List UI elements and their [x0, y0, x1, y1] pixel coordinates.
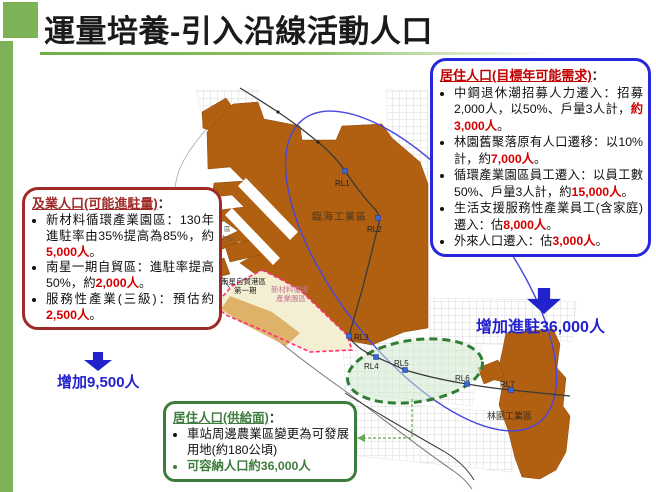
bullet-item: 新材料循環產業園區：130年進駐率由35%提高為85%，約5,000人。 — [46, 213, 214, 260]
linhai-zone-label: 臨海工業區 — [312, 210, 367, 223]
station-rl7-marker — [508, 387, 514, 393]
rail-node — [316, 140, 320, 144]
stations — [342, 168, 514, 393]
bullet-item: 循環產業園區員工遷入：以員工數50%、戶量3人計，約15,000人。 — [454, 167, 643, 200]
shore-road — [344, 392, 475, 481]
bullet-item: 生活支援服務性產業員工(含家庭)遷入：估8,000人。 — [454, 200, 643, 233]
residential-demand-bullet-list: 中鋼退休潮招募人力遷入：招募2,000人，以50%、戶量3人計，約3,000人。… — [440, 85, 643, 250]
residential-supply-callout: 居住人口(供給面)： 車站周邊農業區變更為可發展用地(約180公頃) 可容納人口… — [163, 401, 357, 482]
station-rl5-marker — [402, 367, 408, 373]
new-material-label-line1: 新材料循環 — [271, 284, 309, 294]
employment-callout: 及業人口(可能進駐量)： 新材料循環產業園區：130年進駐率由35%提高為85%… — [22, 187, 222, 331]
supply-connector-arrowhead — [357, 434, 365, 442]
bullet-item: 外來人口遷入：估3,000人。 — [454, 233, 643, 249]
linyuan-zone-label: 林園工業區 — [487, 410, 532, 421]
station-rl1-marker — [342, 168, 348, 174]
bullet-item: 南星一期自貿區：進駐率提高50%，約2,000人。 — [46, 260, 214, 292]
slide-title: 運量培養-引入沿線活動人口 — [44, 14, 433, 49]
template-left-bar — [0, 41, 13, 492]
station-rl3-marker — [346, 333, 352, 339]
station-rl2-marker — [375, 215, 381, 221]
station-rl1-label: RL1 — [335, 179, 350, 188]
harbor-basins — [225, 178, 298, 265]
station-rl5-label: RL5 — [394, 359, 409, 368]
template-corner-square — [3, 2, 38, 38]
nanxing-label-line1: 南星自貿港區 — [221, 276, 266, 286]
employment-increase-label: 增加9,500人 — [57, 374, 140, 391]
supply-connector-line — [365, 399, 413, 439]
new-material-label-line2: 產業園區 — [276, 293, 306, 303]
employment-callout-title: 及業人口(可能進駐量)： — [32, 196, 171, 211]
bullet-item: 林園舊聚落原有人口遷移：以10%計，約7,000人。 — [454, 134, 643, 167]
bullet-item: 中鋼退休潮招募人力遷入：招募2,000人，以50%、戶量3人計，約3,000人。 — [454, 85, 643, 134]
residential-demand-callout: 居住人口(目標年可能需求)： 中鋼退休潮招募人力遷入：招募2,000人，以50%… — [430, 58, 651, 257]
new-material-park-phase — [221, 296, 300, 346]
center-label-line1: 區 — [224, 225, 231, 233]
station-rl6-marker — [464, 381, 470, 387]
employment-bullet-list: 新材料循環產業園區：130年進駐率由35%提高為85%，約5,000人。 南星一… — [32, 213, 214, 323]
station-rl4-label: RL4 — [364, 362, 379, 371]
residential-supply-callout-title: 居住人口(供給面)： — [173, 411, 282, 425]
center-label-line2: 中心 — [220, 233, 234, 242]
bullet-item: 服務性產業(三級)：預估約2,500人。 — [46, 292, 214, 324]
bullet-item: 車站周邊農業區變更為可發展用地(約180公頃) — [187, 427, 349, 459]
station-rl4-marker — [373, 354, 379, 360]
title-underline-rule — [40, 52, 550, 55]
rail-node — [276, 110, 280, 114]
station-rl7-label: RL7 — [500, 380, 515, 389]
station-rl6-label: RL6 — [455, 374, 470, 383]
station-area-ellipse — [346, 337, 484, 405]
station-rl2-label: RL2 — [367, 225, 382, 234]
residential-supply-bullet-list: 車站周邊農業區變更為可發展用地(約180公頃) 可容納人口約36,000人 — [173, 427, 349, 475]
residential-demand-callout-title: 居住人口(目標年可能需求)： — [440, 68, 605, 83]
rl7-zone — [477, 359, 505, 385]
new-material-park-fill — [214, 270, 352, 352]
station-labels: RL1 RL2 RL3 RL4 RL5 RL6 RL7 — [335, 179, 515, 389]
residential-demand-increase-label: 增加進駐36,000人 — [476, 319, 605, 336]
nanxing-label-line2: 第一期 — [234, 285, 257, 295]
station-rl3-label: RL3 — [354, 333, 369, 342]
bullet-item: 可容納人口約36,000人 — [187, 459, 349, 475]
